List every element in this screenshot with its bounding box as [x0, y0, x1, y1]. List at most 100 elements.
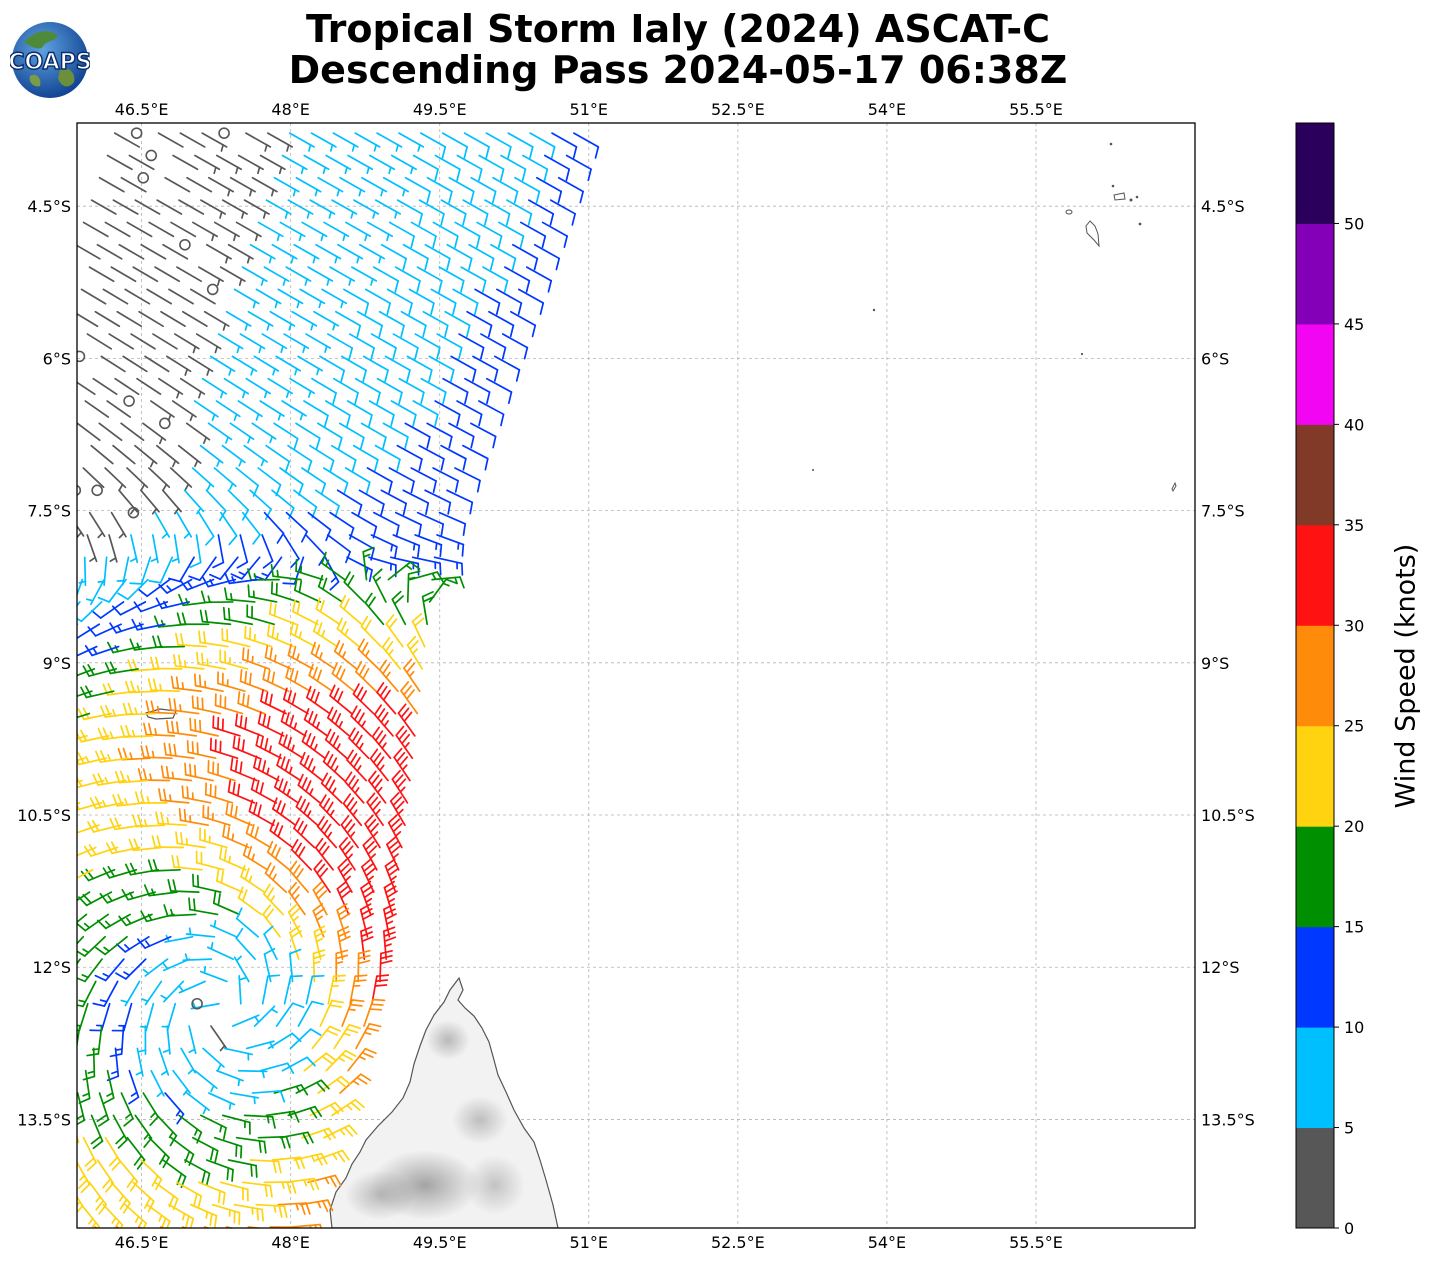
wind-barb — [164, 176, 191, 193]
wind-barb — [203, 1226, 211, 1228]
wind-barb — [448, 422, 475, 449]
wind-barb — [90, 444, 114, 465]
wind-barb — [77, 623, 101, 640]
wind-barb — [319, 794, 341, 827]
wind-barb — [273, 176, 300, 197]
wind-barb — [253, 1005, 278, 1027]
wind-barb — [175, 831, 206, 849]
wind-barb — [158, 377, 184, 399]
lat-tick-label: 9°S — [1201, 654, 1229, 673]
wind-barb — [280, 709, 307, 737]
wind-barb — [313, 310, 340, 331]
wind-barb — [204, 782, 234, 804]
wind-barb — [308, 663, 334, 693]
wind-barb — [171, 534, 180, 564]
wind-barb — [161, 489, 182, 515]
wind-barb — [163, 742, 195, 760]
wind-barb — [188, 897, 219, 916]
wind-barb — [434, 154, 461, 182]
wind-barb — [137, 578, 171, 598]
wind-barb — [237, 400, 263, 421]
wind-barb — [441, 132, 468, 159]
lon-tick-label: 49.5°E — [413, 1233, 467, 1252]
wind-barb — [176, 511, 193, 539]
wind-barb — [235, 1136, 267, 1154]
wind-barb — [77, 824, 100, 834]
wind-barb — [92, 773, 127, 786]
wind-barb — [297, 773, 321, 804]
wind-barb — [85, 578, 106, 606]
wind-barb — [233, 1203, 265, 1222]
wind-barb — [420, 377, 447, 405]
wind-barb — [525, 266, 553, 293]
wind-barb — [281, 154, 308, 175]
colorbar-segment — [1296, 1027, 1334, 1129]
wind-barb — [326, 534, 351, 564]
lat-tick-label: 6°S — [1201, 349, 1229, 368]
wind-barb — [322, 467, 349, 495]
wind-barb — [145, 700, 178, 715]
wind-barb — [201, 377, 228, 399]
wind-barb — [77, 891, 113, 907]
wind-barb — [261, 333, 288, 354]
wind-barb — [419, 132, 447, 159]
wind-barb — [110, 266, 137, 283]
wind-barb — [500, 154, 527, 182]
wind-barb — [412, 400, 439, 427]
wind-barb — [178, 808, 210, 827]
wind-barb — [288, 881, 306, 916]
wind-barb — [301, 221, 328, 242]
wind-barb — [185, 927, 216, 938]
colorbar-frame — [1295, 122, 1335, 1229]
wind-barb — [257, 1135, 291, 1149]
wind-barb — [162, 1025, 171, 1055]
wind-barb — [282, 687, 309, 715]
wind-barb — [219, 846, 247, 871]
wind-barb — [250, 777, 278, 804]
wind-barb — [77, 846, 97, 857]
wind-barb — [245, 132, 272, 152]
wind-barb — [120, 725, 154, 738]
colorbar-tick-label: 30 — [1344, 616, 1364, 635]
wind-barb — [125, 680, 159, 694]
wind-barb — [421, 591, 435, 626]
wind-barb — [509, 310, 537, 338]
wind-barb — [120, 422, 145, 441]
wind-barb — [111, 1002, 133, 1032]
wind-barb — [403, 658, 421, 693]
wind-barb — [347, 154, 374, 175]
wind-barb — [219, 649, 249, 670]
wind-barb — [77, 422, 101, 442]
wind-barb — [134, 199, 161, 215]
wind-barb — [77, 484, 82, 496]
wind-barb — [374, 444, 401, 472]
wind-barb — [259, 1062, 295, 1074]
wind-barb — [366, 221, 394, 242]
wind-barb — [406, 355, 433, 382]
wind-barb — [243, 1114, 276, 1129]
wind-barb — [273, 422, 299, 451]
wind-barb — [257, 221, 284, 242]
wind-barb — [294, 578, 322, 603]
wind-barb — [181, 785, 212, 804]
wind-barb — [241, 511, 261, 545]
wind-barb — [110, 1181, 131, 1214]
wind-barb — [216, 868, 244, 893]
wind-barb — [263, 266, 290, 286]
wind-barb — [154, 266, 181, 283]
wind-barb — [102, 1069, 115, 1105]
wind-barb — [209, 556, 239, 581]
wind-barb — [259, 154, 286, 175]
wind-barb — [257, 711, 285, 737]
wind-barb — [340, 355, 367, 383]
wind-barb — [271, 1156, 306, 1170]
wind-barb — [158, 1047, 170, 1076]
wind-barb — [106, 154, 133, 171]
wind-barb — [347, 1047, 377, 1072]
wind-barb — [130, 333, 156, 350]
wind-barb — [212, 534, 225, 569]
wind-barb — [391, 769, 409, 804]
wind-barb — [173, 653, 205, 670]
wind-barb — [233, 288, 260, 309]
wind-barb — [249, 1159, 282, 1174]
